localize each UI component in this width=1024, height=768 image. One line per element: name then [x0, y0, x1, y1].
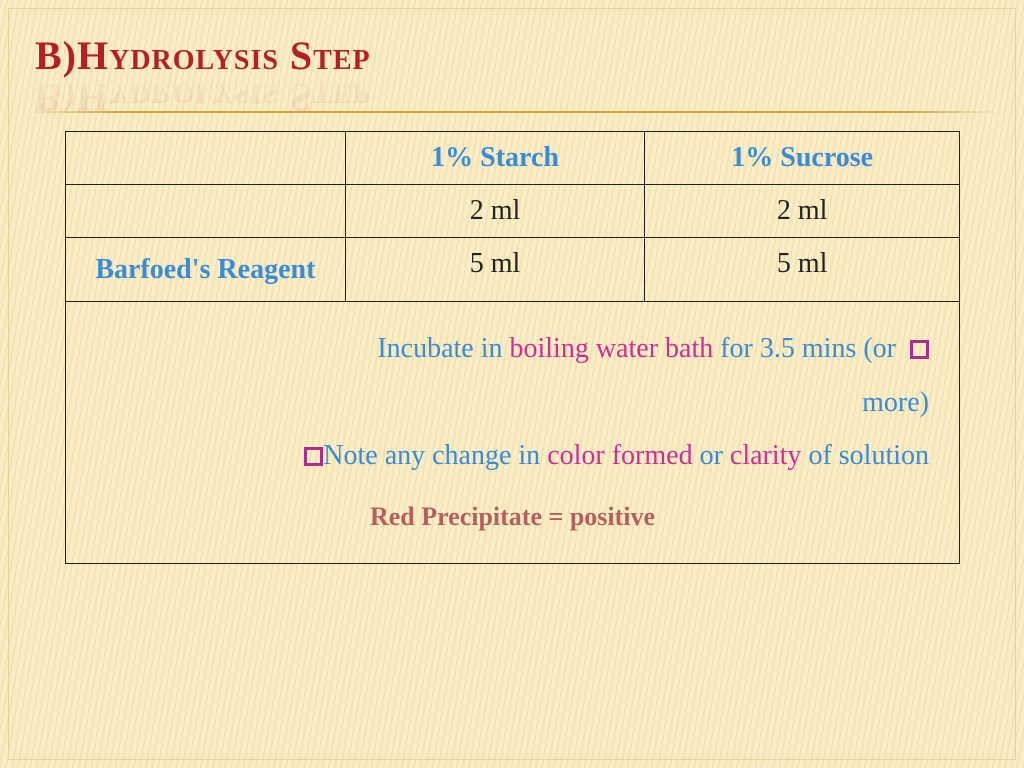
title-wrap: B)Hydrolysis Step B)Hydrolysis Step — [35, 32, 959, 79]
row0-sucrose: 2 ml — [645, 185, 960, 238]
instruction-line-2: Note any change in color formed or clari… — [96, 429, 929, 482]
header-empty — [66, 132, 346, 185]
instr1-c: for 3.5 mins (or — [720, 333, 903, 364]
result-text: Red Precipitate = positive — [96, 492, 929, 541]
row0-label — [66, 185, 346, 238]
slide-title-reflection: B)Hydrolysis Step — [35, 74, 371, 121]
slide-title: B)Hydrolysis Step — [35, 32, 959, 79]
instr2-c: or — [700, 440, 730, 471]
instr2-a: Note any change in — [323, 440, 547, 471]
instr2-e: of solution — [808, 440, 929, 471]
header-starch: 1% Starch — [345, 132, 645, 185]
table-row: 2 ml 2 ml — [66, 185, 960, 238]
instr2-b: color formed — [547, 440, 699, 471]
square-bullet-icon — [304, 447, 323, 466]
header-sucrose: 1% Sucrose — [645, 132, 960, 185]
row1-sucrose: 5 ml — [645, 238, 960, 302]
table-row: 1% Starch 1% Sucrose — [66, 132, 960, 185]
instr1-b: boiling water bath — [510, 333, 721, 364]
square-bullet-icon — [910, 340, 929, 359]
instr1-d: more) — [862, 387, 929, 418]
instruction-line-1: Incubate in boiling water bath for 3.5 m… — [96, 322, 929, 428]
row0-starch: 2 ml — [345, 185, 645, 238]
instr2-d: clarity — [730, 440, 809, 471]
hydrolysis-table: 1% Starch 1% Sucrose 2 ml 2 ml Barfoed's… — [65, 131, 960, 564]
table-row: Incubate in boiling water bath for 3.5 m… — [66, 302, 960, 564]
row1-starch: 5 ml — [345, 238, 645, 302]
instr1-a: Incubate in — [377, 333, 509, 364]
table-row: Barfoed's Reagent 5 ml 5 ml — [66, 238, 960, 302]
slide-content: B)Hydrolysis Step B)Hydrolysis Step 1% S… — [0, 0, 1024, 594]
row1-label: Barfoed's Reagent — [66, 238, 346, 302]
title-underline — [25, 111, 999, 113]
instructions-cell: Incubate in boiling water bath for 3.5 m… — [66, 302, 960, 564]
